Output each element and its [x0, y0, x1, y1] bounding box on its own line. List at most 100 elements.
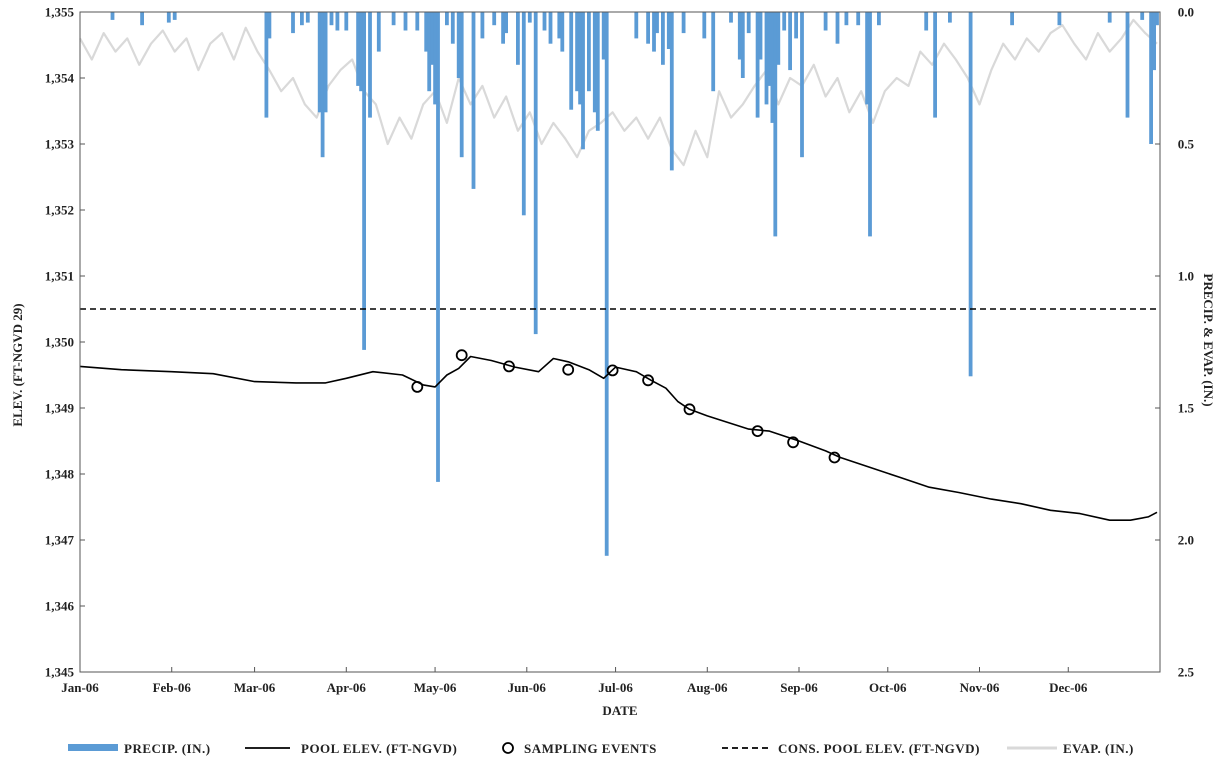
- precip-bar: [1057, 12, 1062, 26]
- precip-bar: [767, 12, 772, 86]
- precip-bar: [166, 12, 171, 23]
- precip-bar: [933, 12, 937, 118]
- y-left-tick-label: 1,353: [45, 137, 75, 152]
- y-right-tick-label: 1.0: [1178, 269, 1194, 284]
- y-left-tick-label: 1,354: [45, 71, 75, 86]
- precip-bar: [427, 12, 432, 92]
- legend-precip-swatch: [68, 744, 118, 751]
- precip-bar: [681, 12, 686, 34]
- precip-bar: [305, 12, 310, 23]
- precip-bar: [492, 12, 497, 26]
- precip-bar: [533, 12, 538, 335]
- x-tick-label: Sep-06: [780, 680, 818, 695]
- x-tick-label: Dec-06: [1049, 680, 1088, 695]
- precip-bar: [755, 12, 760, 118]
- precip-bar: [471, 12, 476, 189]
- y-left-tick-label: 1,347: [45, 533, 75, 548]
- precip-bar: [445, 12, 449, 26]
- y-right-tick-label: 2.0: [1178, 533, 1194, 548]
- y-right-tick-label: 2.5: [1178, 665, 1195, 680]
- precip-bar: [794, 12, 798, 39]
- y-left-tick-label: 1,355: [45, 5, 75, 20]
- precip-bar: [856, 12, 861, 26]
- x-tick-label: Jul-06: [598, 680, 633, 695]
- y-left-tick-label: 1,350: [45, 335, 74, 350]
- precip-bar: [835, 12, 840, 44]
- precip-bar: [430, 12, 434, 65]
- precip-bar: [1125, 12, 1130, 118]
- precip-bar: [300, 12, 304, 26]
- sampling-layer: [411, 349, 841, 464]
- precip-bar: [1152, 12, 1156, 71]
- precip-bar: [746, 12, 751, 34]
- precip-bar: [788, 12, 792, 71]
- legend-layer: PRECIP. (IN.) POOL ELEV. (FT-NGVD) SAMPLIN…: [68, 741, 1133, 756]
- pool-elev-layer: [79, 355, 1158, 522]
- precip-bar: [456, 12, 461, 78]
- x-tick-label: Mar-06: [234, 680, 276, 695]
- precip-bar: [433, 12, 437, 105]
- precip-bar: [403, 12, 408, 31]
- precip-bar: [391, 12, 396, 26]
- precip-layer: [110, 12, 1159, 556]
- y-right-tick-label: 0.5: [1178, 137, 1195, 152]
- sampling-marker: [606, 364, 619, 377]
- precip-bar: [1155, 12, 1159, 26]
- precip-bar: [702, 12, 707, 39]
- precip-bar: [548, 12, 553, 44]
- x-tick-label: Aug-06: [687, 680, 728, 695]
- y-left-axis-title: ELEV. (FT-NGVD 29): [10, 303, 25, 426]
- x-tick-label: Nov-06: [960, 680, 1000, 695]
- sampling-marker: [642, 374, 654, 387]
- precip-bar: [356, 12, 360, 86]
- precip-bar: [362, 12, 366, 350]
- precip-bar: [669, 12, 674, 171]
- precip-bar: [504, 12, 508, 34]
- pool-elev-line: [79, 355, 1158, 522]
- precip-bar: [264, 12, 269, 118]
- y-right-tick-label: 0.0: [1178, 5, 1194, 20]
- precip-bar: [436, 12, 440, 482]
- y-left-tick-label: 1,348: [45, 467, 75, 482]
- y-left-tick-label: 1,349: [45, 401, 75, 416]
- precip-bar: [344, 12, 349, 31]
- precip-bar: [557, 12, 562, 39]
- precip-bar: [877, 12, 881, 26]
- precip-bar: [501, 12, 505, 44]
- evap-layer: [79, 18, 1158, 167]
- precip-bar: [595, 12, 600, 131]
- precip-bar: [329, 12, 334, 26]
- x-axis-title: DATE: [602, 703, 637, 718]
- precip-bar: [601, 12, 606, 60]
- x-tick-label: May-06: [414, 680, 457, 695]
- precip-bar: [773, 12, 778, 237]
- precip-bar: [1140, 12, 1145, 20]
- precip-bar: [592, 12, 597, 113]
- precip-bar: [604, 12, 609, 556]
- precip-bar: [868, 12, 872, 237]
- precip-bar: [782, 12, 787, 31]
- precip-bar: [267, 12, 272, 39]
- precip-bar: [865, 12, 869, 105]
- legend-sampling-swatch: [502, 742, 514, 754]
- precip-bar: [320, 12, 325, 158]
- precip-bar: [140, 12, 144, 26]
- precip-bar: [335, 12, 340, 31]
- precip-bar: [424, 12, 429, 52]
- y-right-axis-title: PRECIP. & EVAP. (IN.): [1201, 273, 1216, 406]
- precip-bar: [758, 12, 763, 60]
- precip-bar: [317, 12, 322, 113]
- precip-bar: [652, 12, 656, 52]
- legend-cons-pool-label: CONS. POOL ELEV. (FT-NGVD): [778, 741, 980, 756]
- axes-layer: 1,345 1,346 1,347 1,348 1,349 1,350 1,351 1,352…: [10, 5, 1216, 719]
- precip-bar: [450, 12, 455, 44]
- x-tick-label: Apr-06: [327, 680, 367, 695]
- precip-bar: [948, 12, 952, 23]
- precip-bar: [968, 12, 973, 377]
- precip-bar: [924, 12, 929, 31]
- precip-bar: [646, 12, 650, 44]
- precip-bar: [527, 12, 532, 23]
- sampling-marker: [683, 403, 696, 416]
- precip-bar: [1010, 12, 1014, 26]
